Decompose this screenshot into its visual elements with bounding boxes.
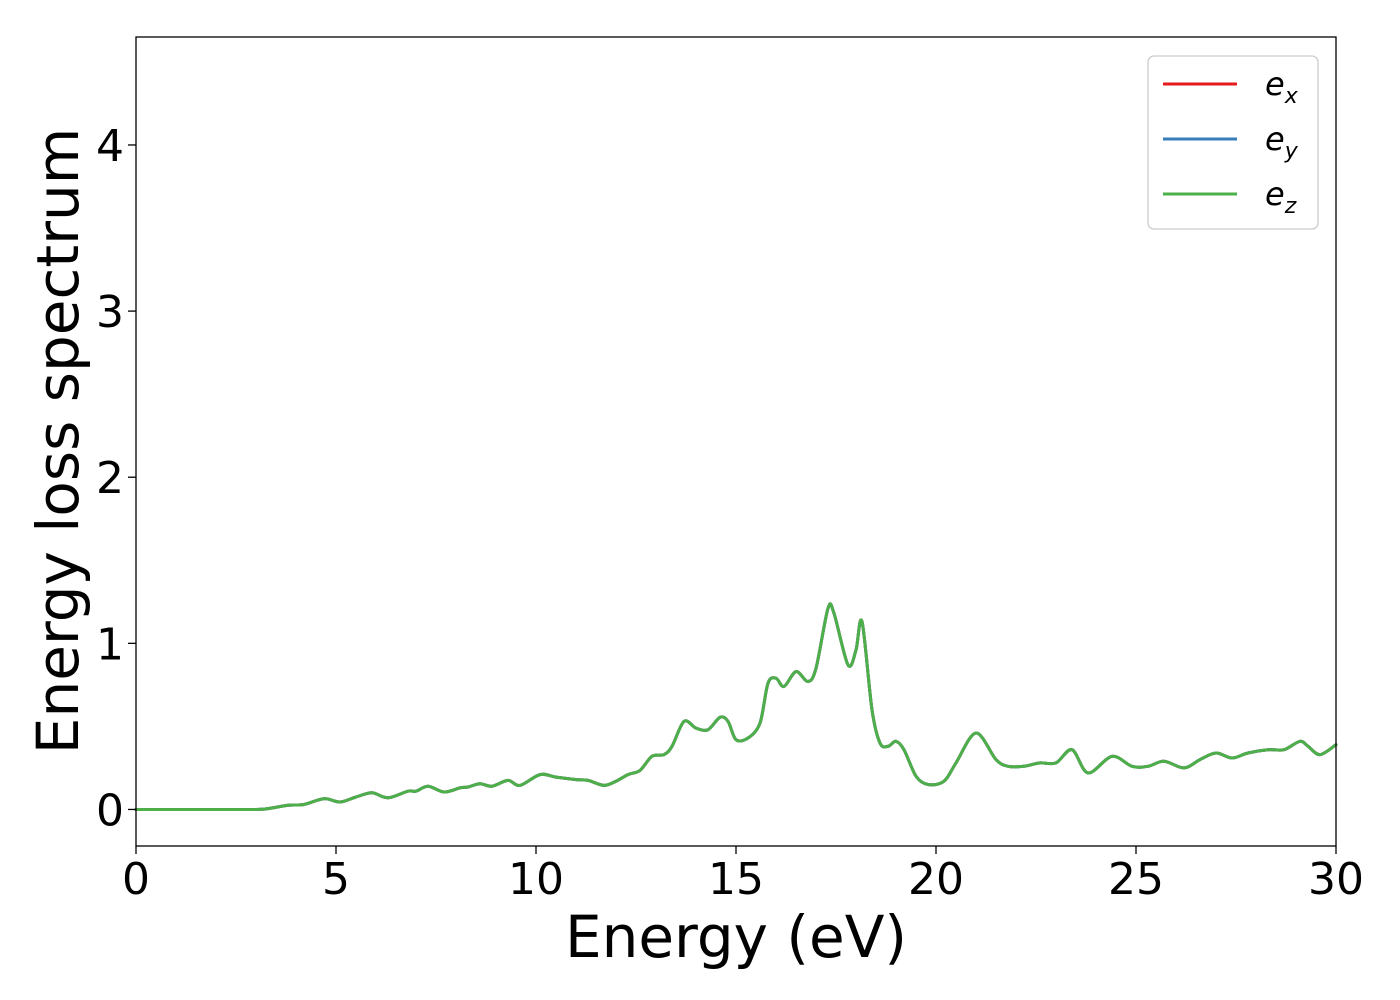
x-tick-label: 15 — [708, 854, 764, 905]
legend-label-e-z: ez — [1265, 175, 1297, 219]
y-axis-ticks: 0 1 2 3 4 — [96, 121, 136, 836]
x-tick-label: 0 — [122, 854, 150, 905]
x-tick-label: 10 — [508, 854, 564, 905]
x-axis-ticks: 0 5 10 15 20 25 30 — [122, 846, 1364, 905]
series-line-e-z — [134, 602, 1338, 812]
x-axis-title: Energy (eV) — [565, 903, 907, 971]
y-axis-title: Energy loss spectrum — [24, 128, 92, 754]
x-tick-label: 20 — [908, 854, 964, 905]
x-tick-label: 5 — [322, 854, 350, 905]
y-tick-label: 3 — [96, 287, 124, 338]
legend-label-e-x: ex — [1265, 65, 1299, 109]
legend-label-e-y: ey — [1265, 120, 1299, 164]
legend-box — [1147, 55, 1319, 230]
x-tick-label: 25 — [1108, 854, 1164, 905]
legend-items: ex ey ez — [1163, 65, 1299, 219]
x-tick-label: 30 — [1308, 854, 1364, 905]
y-tick-label: 0 — [96, 785, 124, 836]
y-tick-label: 1 — [96, 619, 124, 670]
y-tick-label: 4 — [96, 121, 124, 172]
series-layer — [134, 602, 1338, 812]
plot-area-background — [136, 37, 1336, 846]
y-tick-label: 2 — [96, 453, 124, 504]
legend: ex ey ez — [1147, 55, 1319, 230]
